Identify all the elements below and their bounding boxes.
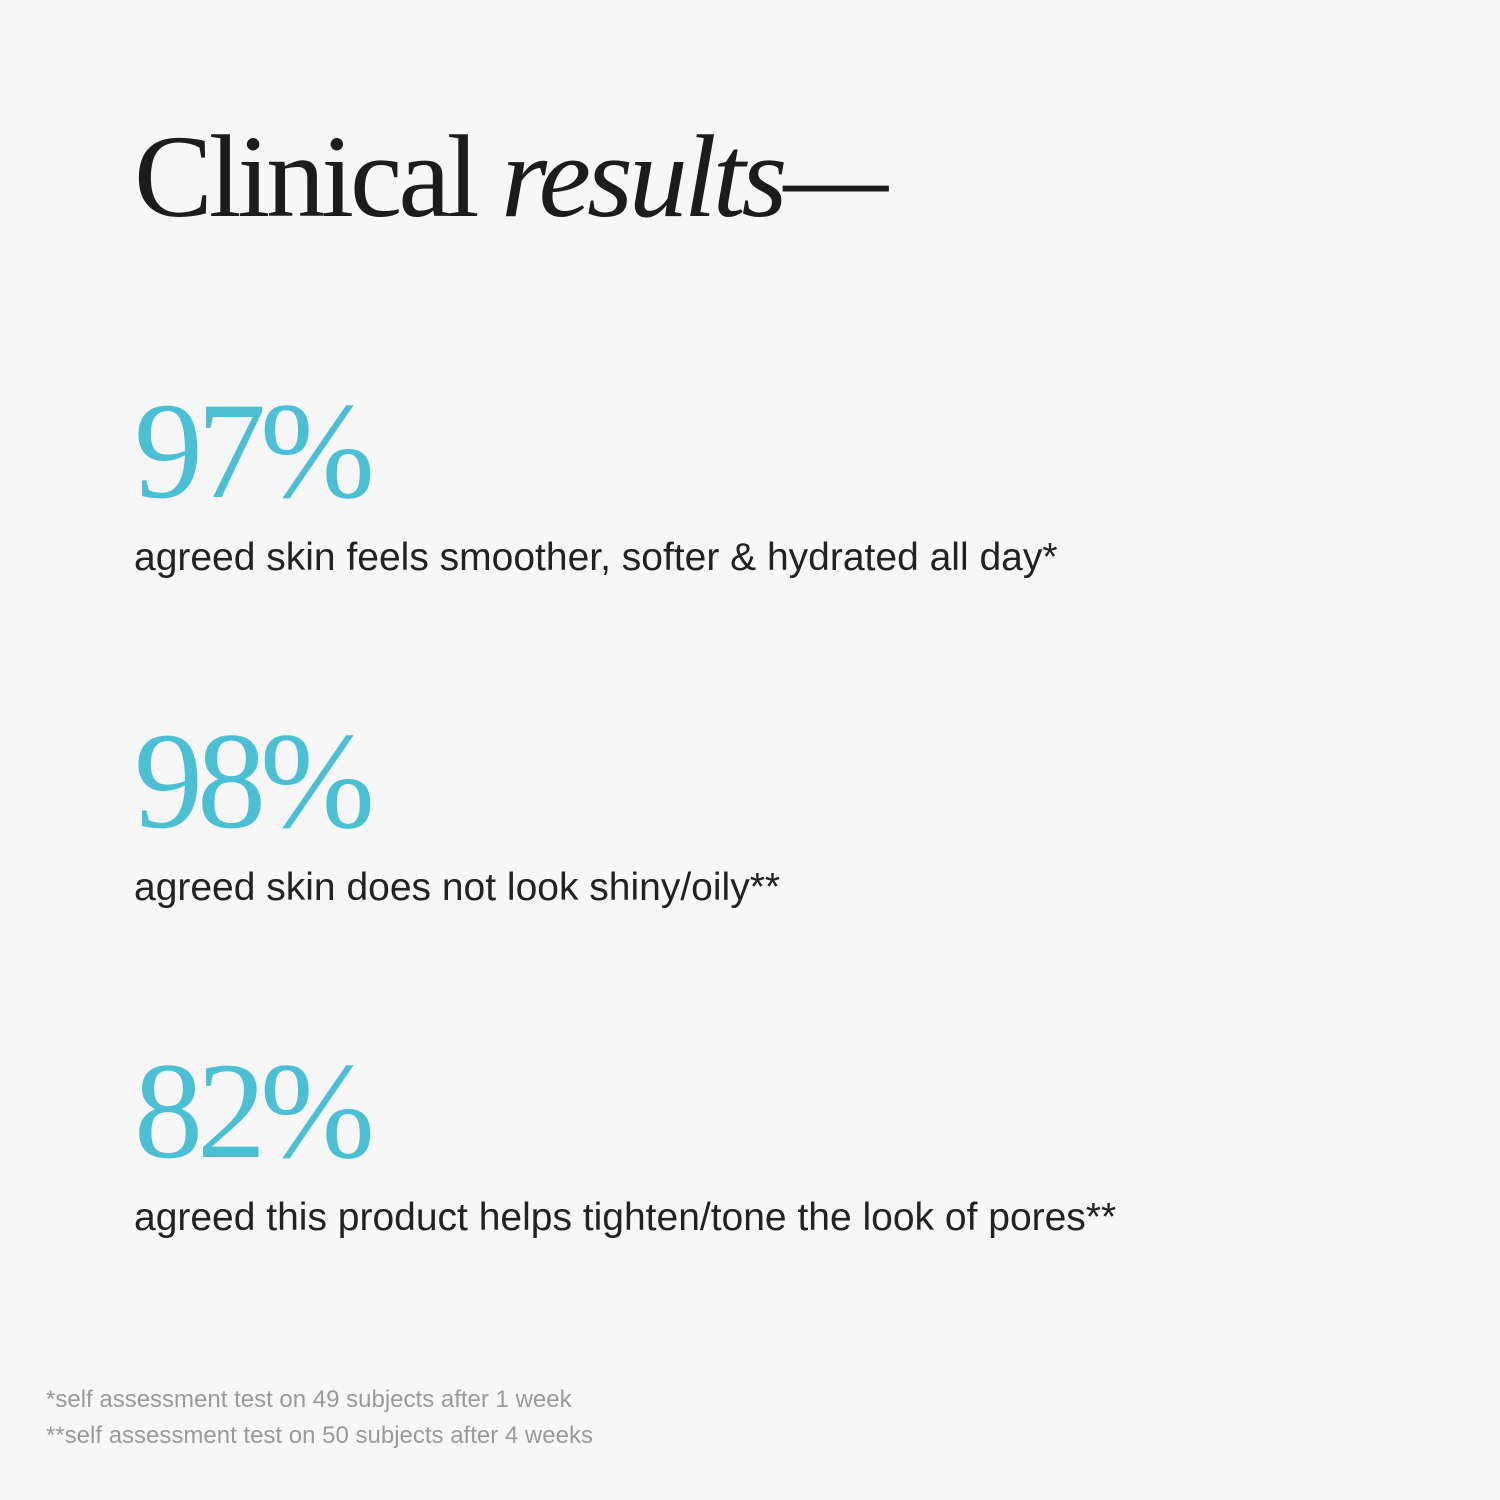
stat-value: 98%	[134, 704, 375, 857]
stat-1: 97% agreed skin feels smoother, softer &…	[134, 374, 1058, 579]
title-italic: results—	[501, 111, 888, 242]
page-title: Clinical results—	[134, 118, 888, 236]
stat-2: 98% agreed skin does not look shiny/oily…	[134, 704, 781, 909]
stat-value: 97%	[134, 374, 375, 527]
stat-description: agreed skin feels smoother, softer & hyd…	[134, 536, 1058, 579]
footnote-1: *self assessment test on 49 subjects aft…	[46, 1386, 572, 1413]
title-regular: Clinical	[134, 111, 480, 242]
stat-description: agreed this product helps tighten/tone t…	[134, 1196, 1117, 1239]
stat-value: 82%	[134, 1034, 375, 1187]
stat-description: agreed skin does not look shiny/oily**	[134, 866, 781, 909]
stat-3: 82% agreed this product helps tighten/to…	[134, 1034, 1117, 1239]
footnote-2: **self assessment test on 50 subjects af…	[46, 1422, 593, 1449]
